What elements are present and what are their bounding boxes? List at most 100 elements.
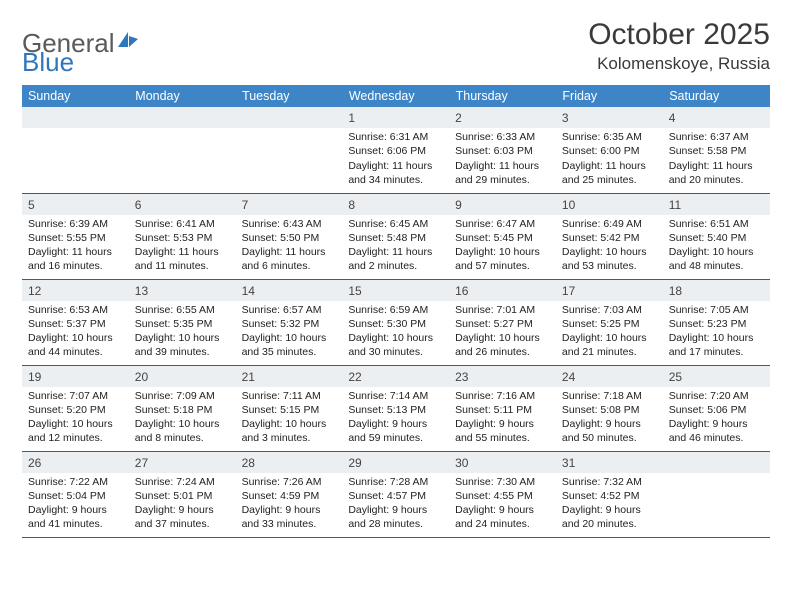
day-body: Sunrise: 6:55 AMSunset: 5:35 PMDaylight:…: [129, 301, 236, 362]
day-body: Sunrise: 7:18 AMSunset: 5:08 PMDaylight:…: [556, 387, 663, 448]
calendar-day-cell: [129, 107, 236, 193]
day-body: Sunrise: 7:11 AMSunset: 5:15 PMDaylight:…: [236, 387, 343, 448]
day-number: 10: [556, 194, 663, 215]
calendar-day-cell: 9Sunrise: 6:47 AMSunset: 5:45 PMDaylight…: [449, 193, 556, 279]
day-body: Sunrise: 6:33 AMSunset: 6:03 PMDaylight:…: [449, 128, 556, 189]
calendar-day-cell: 2Sunrise: 6:33 AMSunset: 6:03 PMDaylight…: [449, 107, 556, 193]
calendar-day-cell: [236, 107, 343, 193]
day-body: Sunrise: 6:59 AMSunset: 5:30 PMDaylight:…: [342, 301, 449, 362]
day-body: Sunrise: 7:01 AMSunset: 5:27 PMDaylight:…: [449, 301, 556, 362]
calendar-day-cell: 29Sunrise: 7:28 AMSunset: 4:57 PMDayligh…: [342, 451, 449, 537]
day-number: 28: [236, 452, 343, 473]
day-body: Sunrise: 7:30 AMSunset: 4:55 PMDaylight:…: [449, 473, 556, 534]
day-number: 2: [449, 107, 556, 128]
calendar-day-cell: 15Sunrise: 6:59 AMSunset: 5:30 PMDayligh…: [342, 279, 449, 365]
weekday-header: Sunday: [22, 85, 129, 107]
day-body: Sunrise: 6:57 AMSunset: 5:32 PMDaylight:…: [236, 301, 343, 362]
calendar-day-cell: 17Sunrise: 7:03 AMSunset: 5:25 PMDayligh…: [556, 279, 663, 365]
day-number: 23: [449, 366, 556, 387]
day-number: 14: [236, 280, 343, 301]
weekday-header: Saturday: [663, 85, 770, 107]
calendar-week-row: 5Sunrise: 6:39 AMSunset: 5:55 PMDaylight…: [22, 193, 770, 279]
day-body: Sunrise: 6:39 AMSunset: 5:55 PMDaylight:…: [22, 215, 129, 276]
calendar-day-cell: 10Sunrise: 6:49 AMSunset: 5:42 PMDayligh…: [556, 193, 663, 279]
day-number-empty: [22, 107, 129, 128]
day-number: 5: [22, 194, 129, 215]
day-number: 6: [129, 194, 236, 215]
weekday-header: Friday: [556, 85, 663, 107]
day-number: 1: [342, 107, 449, 128]
day-number: 8: [342, 194, 449, 215]
calendar-day-cell: 18Sunrise: 7:05 AMSunset: 5:23 PMDayligh…: [663, 279, 770, 365]
day-body: Sunrise: 6:53 AMSunset: 5:37 PMDaylight:…: [22, 301, 129, 362]
day-body: Sunrise: 7:22 AMSunset: 5:04 PMDaylight:…: [22, 473, 129, 534]
day-body: Sunrise: 7:05 AMSunset: 5:23 PMDaylight:…: [663, 301, 770, 362]
calendar-day-cell: 19Sunrise: 7:07 AMSunset: 5:20 PMDayligh…: [22, 365, 129, 451]
day-number: 18: [663, 280, 770, 301]
day-body: Sunrise: 6:31 AMSunset: 6:06 PMDaylight:…: [342, 128, 449, 189]
day-number: 29: [342, 452, 449, 473]
day-number: 17: [556, 280, 663, 301]
day-number: 19: [22, 366, 129, 387]
day-body: Sunrise: 7:07 AMSunset: 5:20 PMDaylight:…: [22, 387, 129, 448]
day-number: 21: [236, 366, 343, 387]
calendar-day-cell: 3Sunrise: 6:35 AMSunset: 6:00 PMDaylight…: [556, 107, 663, 193]
calendar-week-row: 19Sunrise: 7:07 AMSunset: 5:20 PMDayligh…: [22, 365, 770, 451]
weekday-header-row: Sunday Monday Tuesday Wednesday Thursday…: [22, 85, 770, 107]
calendar-day-cell: 31Sunrise: 7:32 AMSunset: 4:52 PMDayligh…: [556, 451, 663, 537]
calendar-day-cell: 20Sunrise: 7:09 AMSunset: 5:18 PMDayligh…: [129, 365, 236, 451]
day-number: 26: [22, 452, 129, 473]
day-number-empty: [236, 107, 343, 128]
calendar-day-cell: 28Sunrise: 7:26 AMSunset: 4:59 PMDayligh…: [236, 451, 343, 537]
day-number: 15: [342, 280, 449, 301]
calendar-day-cell: 6Sunrise: 6:41 AMSunset: 5:53 PMDaylight…: [129, 193, 236, 279]
day-number: 30: [449, 452, 556, 473]
calendar-week-row: 1Sunrise: 6:31 AMSunset: 6:06 PMDaylight…: [22, 107, 770, 193]
calendar-day-cell: 16Sunrise: 7:01 AMSunset: 5:27 PMDayligh…: [449, 279, 556, 365]
calendar-day-cell: 21Sunrise: 7:11 AMSunset: 5:15 PMDayligh…: [236, 365, 343, 451]
day-number: 7: [236, 194, 343, 215]
calendar-day-cell: 30Sunrise: 7:30 AMSunset: 4:55 PMDayligh…: [449, 451, 556, 537]
day-number: 25: [663, 366, 770, 387]
calendar-day-cell: 7Sunrise: 6:43 AMSunset: 5:50 PMDaylight…: [236, 193, 343, 279]
day-number: 11: [663, 194, 770, 215]
day-body: Sunrise: 7:14 AMSunset: 5:13 PMDaylight:…: [342, 387, 449, 448]
day-body: Sunrise: 6:45 AMSunset: 5:48 PMDaylight:…: [342, 215, 449, 276]
calendar-day-cell: [22, 107, 129, 193]
day-number: 27: [129, 452, 236, 473]
day-number: 24: [556, 366, 663, 387]
day-body: Sunrise: 7:26 AMSunset: 4:59 PMDaylight:…: [236, 473, 343, 534]
weekday-header: Thursday: [449, 85, 556, 107]
logo-text-blue: Blue: [22, 47, 770, 78]
day-body: Sunrise: 6:49 AMSunset: 5:42 PMDaylight:…: [556, 215, 663, 276]
day-body: Sunrise: 6:47 AMSunset: 5:45 PMDaylight:…: [449, 215, 556, 276]
day-body: Sunrise: 7:20 AMSunset: 5:06 PMDaylight:…: [663, 387, 770, 448]
calendar-day-cell: 11Sunrise: 6:51 AMSunset: 5:40 PMDayligh…: [663, 193, 770, 279]
day-number: 31: [556, 452, 663, 473]
day-body: Sunrise: 6:35 AMSunset: 6:00 PMDaylight:…: [556, 128, 663, 189]
calendar-day-cell: 13Sunrise: 6:55 AMSunset: 5:35 PMDayligh…: [129, 279, 236, 365]
day-number: 9: [449, 194, 556, 215]
calendar-day-cell: 1Sunrise: 6:31 AMSunset: 6:06 PMDaylight…: [342, 107, 449, 193]
day-number: 12: [22, 280, 129, 301]
day-body: Sunrise: 7:32 AMSunset: 4:52 PMDaylight:…: [556, 473, 663, 534]
calendar-day-cell: 23Sunrise: 7:16 AMSunset: 5:11 PMDayligh…: [449, 365, 556, 451]
weekday-header: Monday: [129, 85, 236, 107]
calendar-day-cell: 26Sunrise: 7:22 AMSunset: 5:04 PMDayligh…: [22, 451, 129, 537]
day-body: Sunrise: 7:24 AMSunset: 5:01 PMDaylight:…: [129, 473, 236, 534]
day-body: Sunrise: 6:37 AMSunset: 5:58 PMDaylight:…: [663, 128, 770, 189]
page: General October 2025 Kolomenskoye, Russi…: [0, 0, 792, 548]
calendar-day-cell: 4Sunrise: 6:37 AMSunset: 5:58 PMDaylight…: [663, 107, 770, 193]
day-body: Sunrise: 7:03 AMSunset: 5:25 PMDaylight:…: [556, 301, 663, 362]
weekday-header: Wednesday: [342, 85, 449, 107]
calendar-day-cell: 27Sunrise: 7:24 AMSunset: 5:01 PMDayligh…: [129, 451, 236, 537]
calendar-week-row: 12Sunrise: 6:53 AMSunset: 5:37 PMDayligh…: [22, 279, 770, 365]
day-number: 20: [129, 366, 236, 387]
day-number: 4: [663, 107, 770, 128]
day-body: Sunrise: 6:41 AMSunset: 5:53 PMDaylight:…: [129, 215, 236, 276]
calendar-day-cell: [663, 451, 770, 537]
calendar-day-cell: 5Sunrise: 6:39 AMSunset: 5:55 PMDaylight…: [22, 193, 129, 279]
calendar-table: Sunday Monday Tuesday Wednesday Thursday…: [22, 85, 770, 538]
day-body: Sunrise: 7:16 AMSunset: 5:11 PMDaylight:…: [449, 387, 556, 448]
day-body: Sunrise: 7:28 AMSunset: 4:57 PMDaylight:…: [342, 473, 449, 534]
